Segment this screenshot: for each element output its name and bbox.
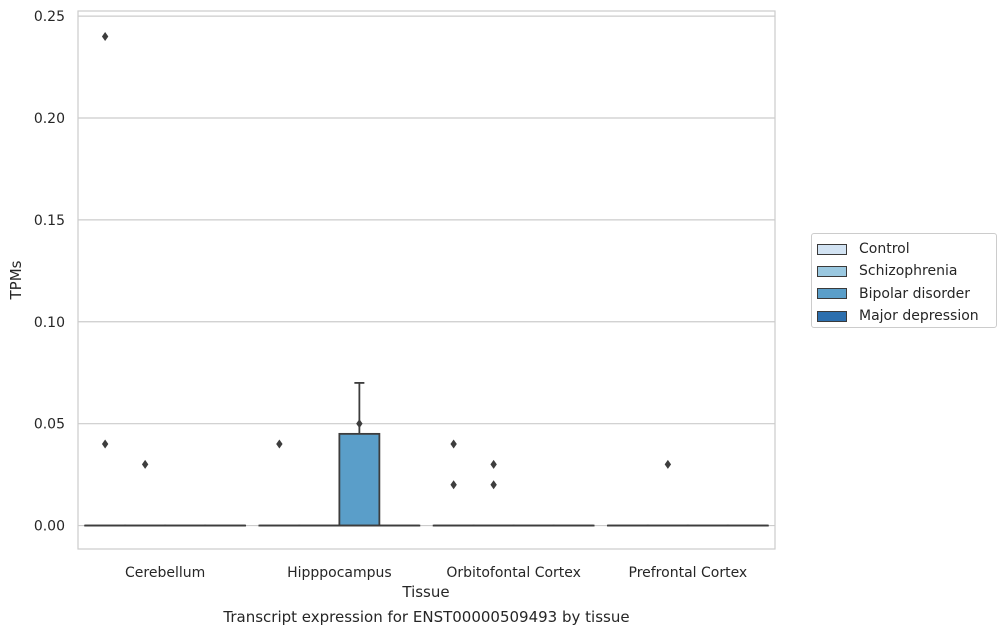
y-axis-label: TPMs <box>7 260 25 300</box>
legend-label-major-depression: Major depression <box>859 308 979 325</box>
x-axis-label: Tissue <box>401 583 449 601</box>
legend-item-major-depression: Major depression <box>817 305 996 327</box>
y-tick-label: 0.00 <box>34 519 65 535</box>
grid-lines <box>78 15 775 527</box>
y-tick-label: 0.10 <box>34 315 65 331</box>
x-tick-labels: Cerebellum Hipppocampus Orbitofontal Corte… <box>125 565 747 581</box>
legend-label-schizophrenia: Schizophrenia <box>859 263 958 280</box>
outlier-point <box>490 459 497 469</box>
legend-label-bipolar-disorder: Bipolar disorder <box>859 285 971 302</box>
outlier-point <box>490 480 497 490</box>
legend: Control Schizophrenia Bipolar disorder M… <box>811 233 997 328</box>
outliers <box>101 31 672 490</box>
outlier-point <box>356 419 363 429</box>
y-tick-label: 0.25 <box>34 9 65 25</box>
x-tick-label: Prefrontal Cortex <box>629 565 748 581</box>
box-body <box>338 432 381 527</box>
legend-item-bipolar-disorder: Bipolar disorder <box>817 283 996 305</box>
y-tick-label: 0.15 <box>34 213 65 229</box>
outlier-point <box>664 459 672 469</box>
legend-item-schizophrenia: Schizophrenia <box>817 260 996 282</box>
y-tick-label: 0.05 <box>34 417 65 433</box>
outlier-point <box>101 439 109 449</box>
legend-swatch-major-depression <box>817 310 847 322</box>
legend-label-control: Control <box>859 241 910 258</box>
box-bipolar-disorder-hipppocampus <box>338 382 381 527</box>
outlier-point <box>101 31 109 41</box>
x-tick-label: Orbitofontal Cortex <box>446 565 581 581</box>
chart-caption: Transcript expression for ENST0000050949… <box>223 608 630 626</box>
y-tick-labels: 0.00 0.05 0.10 0.15 0.20 0.25 <box>34 9 65 534</box>
x-tick-label: Hipppocampus <box>287 565 392 581</box>
outlier-point <box>450 480 457 490</box>
legend-swatch-control <box>817 243 847 255</box>
legend-swatch-bipolar-disorder <box>817 288 847 300</box>
outlier-point <box>141 459 149 469</box>
y-tick-label: 0.20 <box>34 111 65 127</box>
outlier-point <box>276 439 283 449</box>
boxes <box>84 382 769 527</box>
plot-frame <box>77 10 776 550</box>
x-tick-label: Cerebellum <box>125 565 205 581</box>
legend-item-control: Control <box>817 238 996 260</box>
legend-swatch-schizophrenia <box>817 265 847 277</box>
outlier-point <box>450 439 457 449</box>
